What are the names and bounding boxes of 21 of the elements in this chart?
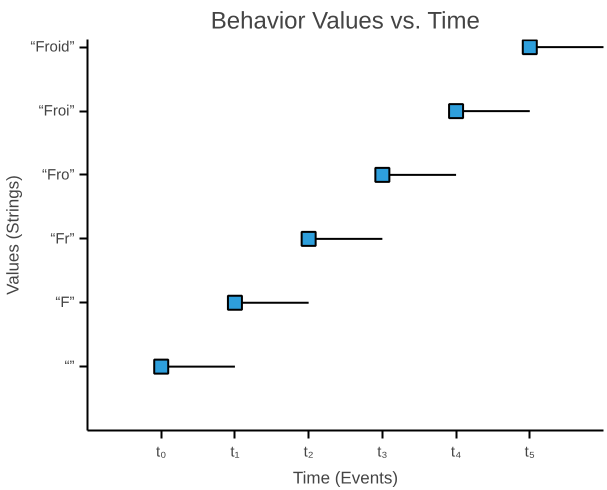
point bbox=[226, 294, 243, 311]
text: “” bbox=[64, 358, 75, 376]
point bbox=[522, 40, 538, 56]
y-axis-title: Values (Strings) bbox=[3, 175, 22, 295]
x-tick-label: t₃ bbox=[377, 444, 388, 460]
point bbox=[300, 230, 317, 247]
x-tick-label: t₂ bbox=[304, 444, 314, 460]
x-tick-label: t₀ bbox=[156, 444, 166, 460]
x-axis-title: Time (Events) bbox=[292, 468, 398, 488]
point bbox=[374, 166, 390, 183]
chart-title: Behavior Values vs. Time bbox=[210, 8, 480, 34]
text: “Fro” bbox=[42, 166, 75, 184]
x-tick-label: t₄ bbox=[450, 444, 462, 460]
text: “Fr” bbox=[50, 230, 75, 248]
text: “F” bbox=[55, 294, 75, 312]
x-tick-label: t₅ bbox=[524, 444, 535, 460]
text: “Froid” bbox=[30, 38, 75, 56]
point bbox=[448, 103, 464, 120]
point bbox=[153, 358, 170, 375]
x-tick-label: t₁ bbox=[230, 444, 240, 460]
text: “Froi” bbox=[38, 102, 75, 120]
